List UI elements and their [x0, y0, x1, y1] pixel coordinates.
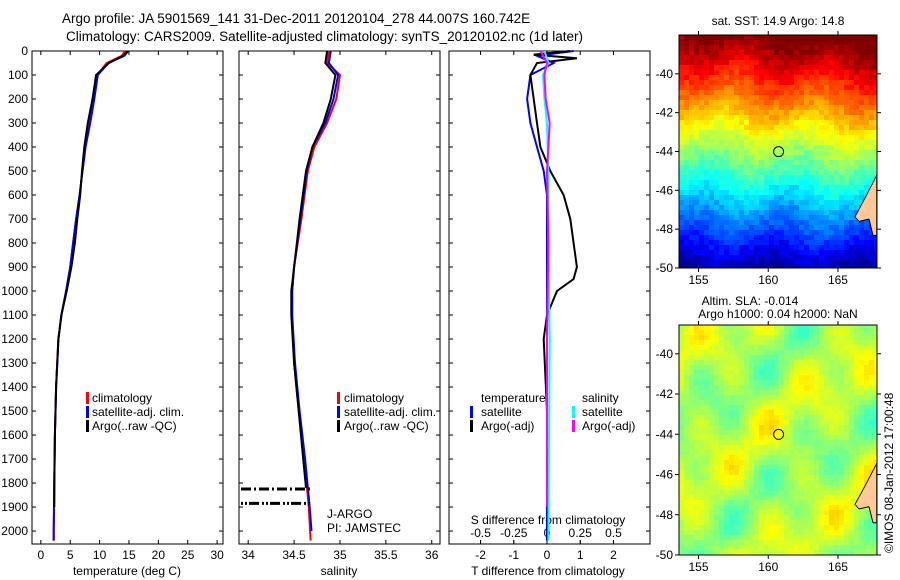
- legend-swatch-t-satellite: [470, 406, 473, 418]
- axes-box: [448, 50, 651, 545]
- series-line-t-argo-adj-: [529, 50, 578, 507]
- difference-legend: temperature satellite Argo(-adj) salinit…: [470, 391, 635, 433]
- x-tick-label: 35: [333, 548, 347, 562]
- temperature-xlabel: temperature (deg C): [73, 564, 181, 578]
- y-tick-label: 0: [21, 44, 28, 58]
- title-line2: Climatology: CARS2009. Satellite-adjuste…: [66, 29, 583, 44]
- annotation-j-argo: J-ARGO: [327, 507, 372, 521]
- y-tick-label: 1200: [1, 332, 28, 346]
- profile-panel-1: 34 34.5 35 35.5 36: [238, 50, 441, 562]
- y-tick-label: 100: [8, 68, 28, 82]
- legend-title-salinity: salinity: [582, 391, 619, 405]
- profile-panel-2: -2 -1 0 1 2-0.5 -0.25 0 0.25 0.5: [448, 50, 651, 562]
- x-tick-label: -2: [475, 548, 486, 562]
- series-line-argo-raw-qc-: [290, 50, 337, 488]
- legend-swatch-t-argo: [470, 420, 473, 432]
- legend-swatch-climatology: [337, 392, 340, 404]
- y-tick-label: 200: [8, 92, 28, 106]
- x-tick-label: 34: [241, 548, 255, 562]
- salinity-xlabel: salinity: [321, 564, 358, 578]
- legend-label: Argo(-adj): [481, 419, 534, 433]
- temperature-legend: climatology satellite-adj. clim. Argo(..…: [86, 391, 184, 433]
- sla-map: [679, 325, 877, 555]
- x-tick-label: 36: [425, 548, 439, 562]
- y-tick-label: 2000: [1, 524, 28, 538]
- legend-swatch-climatology: [86, 392, 89, 404]
- x-tick-label: 10: [93, 548, 107, 562]
- x-tick-label: 35.5: [374, 548, 398, 562]
- legend-swatch-s-satellite: [572, 406, 575, 418]
- x-tick-label: 20: [152, 548, 166, 562]
- axes-box: [31, 50, 224, 545]
- x-tick-label: 2: [610, 548, 617, 562]
- x-tick-label: 15: [122, 548, 136, 562]
- axes-box: [238, 50, 441, 545]
- profile-panel-0: 0 5 10 15 20 25 300100200300400500600700800900…: [1, 44, 224, 562]
- legend-label: Argo(..raw -QC): [344, 419, 429, 433]
- sla-map-subtitle: Argo h1000: 0.04 h2000: NaN: [698, 307, 857, 321]
- y-tick-label: 1100: [2, 308, 28, 322]
- y-tick-label: 1800: [1, 476, 28, 490]
- sst-map-title: sat. SST: 14.9 Argo: 14.8: [712, 14, 845, 28]
- x-tick-label: 30: [210, 548, 224, 562]
- legend-swatch-s-argo: [572, 420, 575, 432]
- legend-title-temperature: temperature: [481, 391, 546, 405]
- y-tick-label: 1700: [1, 452, 28, 466]
- x2-tick-label: 0.5: [605, 526, 622, 540]
- series-line-s-argo-adj-: [539, 50, 551, 507]
- y-tick-label: 800: [8, 236, 28, 250]
- legend-swatch-argo: [337, 420, 340, 432]
- x2-tick-label: -0.5: [470, 526, 491, 540]
- x2-tick-label: 0.25: [569, 526, 593, 540]
- legend-label: Argo(-adj): [582, 419, 635, 433]
- legend-swatch-satellite: [337, 406, 340, 418]
- x-tick-label: 0: [544, 548, 551, 562]
- y-tick-label: 900: [8, 260, 28, 274]
- x-tick-label: 5: [67, 548, 74, 562]
- annotation-pi: PI: JAMSTEC: [327, 521, 401, 535]
- series-line-satellite-adj-clim-: [291, 50, 340, 532]
- y-tick-label: 600: [8, 188, 28, 202]
- legend-label: climatology: [344, 391, 404, 405]
- legend-label: satellite-adj. clim.: [344, 405, 436, 419]
- y-tick-label: 1400: [1, 380, 28, 394]
- legend-label: satellite-adj. clim.: [92, 405, 184, 419]
- x2-tick-label: -0.25: [500, 526, 528, 540]
- legend-swatch-argo: [86, 420, 89, 432]
- y-tick-label: 1500: [1, 404, 28, 418]
- copyright: ©IMOS 08-Jan-2012 17:00:48: [882, 392, 896, 553]
- sla-map-title: Altim. SLA: -0.014: [702, 294, 799, 308]
- x-tick-label: 25: [181, 548, 195, 562]
- legend-label: climatology: [92, 391, 152, 405]
- y-tick-label: 300: [8, 116, 28, 130]
- x-tick-label: 0: [37, 548, 44, 562]
- tdiff-xlabel: T difference from climatology: [471, 564, 625, 578]
- y-tick-label: 1900: [1, 500, 28, 514]
- x-tick-label: -1: [508, 548, 519, 562]
- sst-map: [679, 35, 877, 268]
- legend-label: Argo(..raw -QC): [92, 419, 177, 433]
- y-tick-label: 500: [8, 164, 28, 178]
- series-line-argo-raw-qc-: [53, 50, 129, 507]
- legend-label: satellite: [582, 405, 623, 419]
- x-tick-label: 1: [577, 548, 584, 562]
- legend-label: satellite: [481, 405, 522, 419]
- title-line1: Argo profile: JA 5901569_141 31-Dec-2011…: [62, 11, 530, 26]
- series-line-climatology: [291, 50, 342, 541]
- y-tick-label: 1000: [1, 284, 28, 298]
- y-tick-label: 1300: [1, 356, 28, 370]
- salinity-legend: climatology satellite-adj. clim. Argo(..…: [327, 391, 436, 535]
- y-tick-label: 700: [8, 212, 28, 226]
- y-tick-label: 400: [8, 140, 28, 154]
- legend-swatch-satellite: [86, 406, 89, 418]
- y-tick-label: 1600: [1, 428, 28, 442]
- x-tick-label: 34.5: [282, 548, 306, 562]
